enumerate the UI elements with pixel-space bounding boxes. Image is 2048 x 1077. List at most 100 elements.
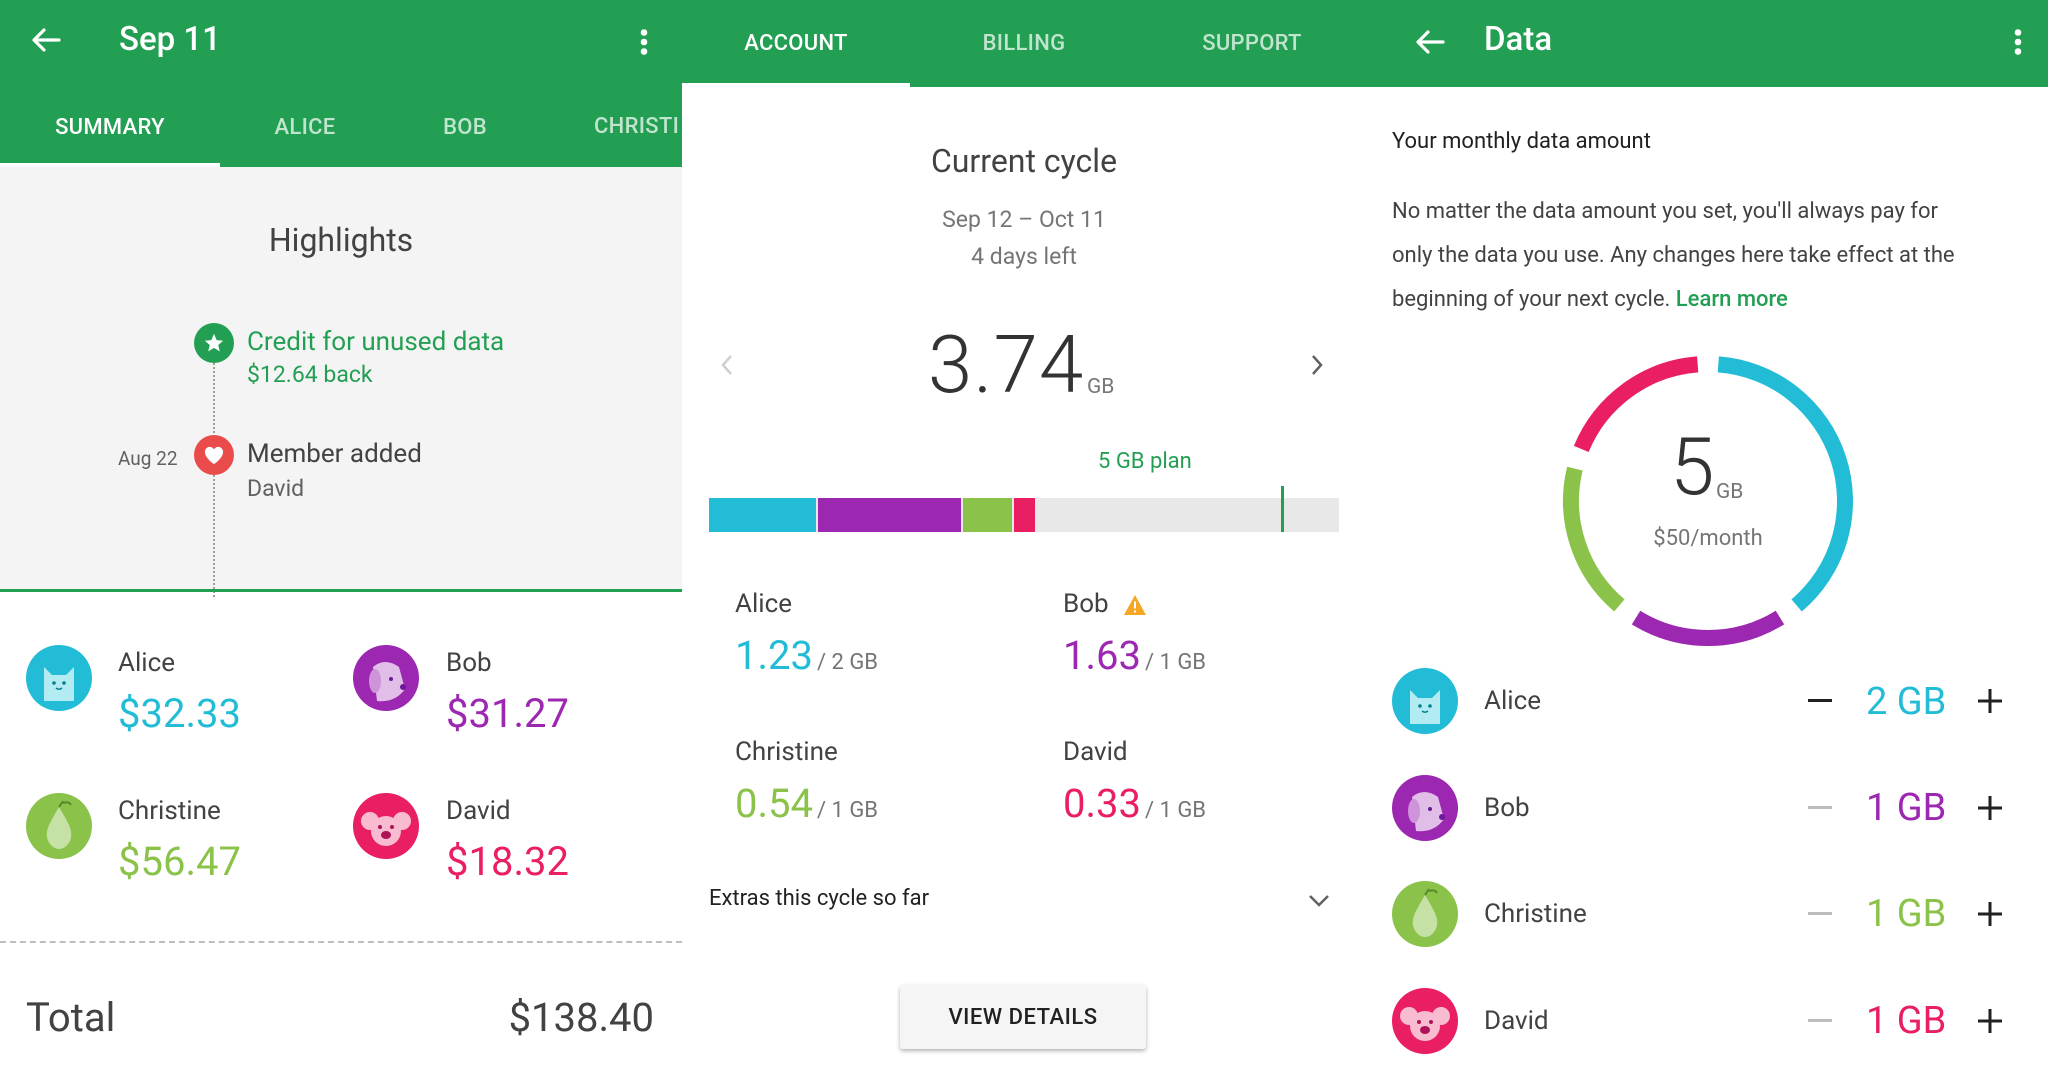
data-donut-chart xyxy=(1563,356,1853,646)
chevron-right-icon[interactable] xyxy=(1302,348,1332,382)
total-value: $138.40 xyxy=(508,994,654,1041)
app-bar: Sep 11 SUMMARY ALICE BOB CHRISTI xyxy=(0,0,682,167)
minus-icon[interactable] xyxy=(1802,683,1838,719)
data-amount: 1 GB xyxy=(1866,786,1947,830)
tab-bob[interactable]: BOB xyxy=(390,87,540,167)
member-name: David xyxy=(446,796,511,826)
usage-unit: GB xyxy=(1087,375,1115,399)
divider xyxy=(0,589,682,592)
back-arrow-icon[interactable] xyxy=(1406,18,1454,66)
back-arrow-icon[interactable] xyxy=(22,16,70,64)
plan-label: 5 GB plan xyxy=(1098,449,1192,474)
usage-limit: / 1 GB xyxy=(816,798,879,823)
description-text: beginning of your next cycle. xyxy=(1392,287,1671,312)
plus-icon[interactable] xyxy=(1972,1003,2008,1039)
description: No matter the data amount you set, you'l… xyxy=(1392,190,2032,322)
highlights-panel: Highlights Credit for unused data $12.64… xyxy=(0,167,682,597)
usage-segment-david xyxy=(1013,498,1035,532)
app-bar: ACCOUNT BILLING SUPPORT xyxy=(682,0,1382,87)
tab-label: CHRISTI xyxy=(594,114,680,139)
usage-limit: / 2 GB xyxy=(816,650,879,675)
member-name: Bob xyxy=(446,648,492,678)
usage-amount: 0.33 xyxy=(1063,780,1141,827)
tab-label: BILLING xyxy=(982,31,1066,56)
tab-christine[interactable]: CHRISTI xyxy=(594,114,679,139)
plan-marker xyxy=(1280,486,1284,532)
chevron-down-icon[interactable] xyxy=(1302,884,1336,918)
cycle-title: Current cycle xyxy=(930,142,1118,180)
tab-label: ALICE xyxy=(274,114,336,140)
plus-icon[interactable] xyxy=(1972,683,2008,719)
tab-account[interactable]: ACCOUNT xyxy=(682,0,910,87)
donut-unit: GB xyxy=(1716,480,1744,504)
star-icon xyxy=(194,323,234,363)
tab-alice[interactable]: ALICE xyxy=(220,87,390,167)
member-name: David xyxy=(1484,1006,1549,1036)
member-name: Christine xyxy=(118,796,221,826)
plus-icon[interactable] xyxy=(1972,790,2008,826)
description-line: only the data you use. Any changes here … xyxy=(1392,243,1955,268)
usage-segment-bob xyxy=(817,498,962,532)
donut-value: 5 xyxy=(1670,420,1715,514)
usage-amount: 1.23 xyxy=(735,632,813,679)
chevron-left-icon[interactable] xyxy=(712,348,742,382)
usage-segment-christine xyxy=(963,498,1012,532)
event-title: Credit for unused data xyxy=(247,327,505,357)
usage-bar xyxy=(709,486,1339,532)
data-screen: Data Your monthly data amount No matter … xyxy=(1382,0,2048,1077)
member-amount: $32.33 xyxy=(118,690,241,737)
donut-segment-alice xyxy=(1717,356,1853,612)
timeline-line xyxy=(213,363,215,597)
pear-avatar[interactable] xyxy=(26,793,92,859)
pear-avatar xyxy=(1392,881,1458,947)
more-vert-icon[interactable] xyxy=(628,20,660,64)
dog-avatar[interactable] xyxy=(353,645,419,711)
description-line: beginning of your next cycle. Learn more xyxy=(1392,278,2032,322)
usage-limit: / 1 GB xyxy=(1144,650,1207,675)
member-name: Bob xyxy=(1063,589,1109,619)
tab-label: SUMMARY xyxy=(55,114,165,140)
view-details-button[interactable]: VIEW DETAILS xyxy=(900,985,1146,1049)
cat-avatar xyxy=(1392,668,1458,734)
heart-icon xyxy=(194,435,234,475)
description-line: No matter the data amount you set, you'l… xyxy=(1392,199,1938,224)
koala-avatar[interactable] xyxy=(353,793,419,859)
event-detail: David xyxy=(247,475,305,502)
app-bar: Data xyxy=(1382,0,2048,87)
days-left: 4 days left xyxy=(971,243,1077,270)
minus-icon[interactable] xyxy=(1802,790,1838,826)
data-amount: 1 GB xyxy=(1866,892,1947,936)
donut-price: $50/month xyxy=(1653,526,1763,551)
minus-icon[interactable] xyxy=(1802,896,1838,932)
extras-label: Extras this cycle so far xyxy=(709,886,930,911)
event-detail: $12.64 back xyxy=(247,361,373,388)
cat-avatar[interactable] xyxy=(26,645,92,711)
member-usage: 0.33 / 1 GB xyxy=(1063,780,1206,827)
extras-row[interactable]: Extras this cycle so far xyxy=(682,872,1382,928)
usage-limit: / 1 GB xyxy=(1144,798,1207,823)
member-amount: $31.27 xyxy=(446,690,569,737)
donut-segment-bob xyxy=(1631,610,1785,646)
member-name: Alice xyxy=(118,648,176,678)
member-usage: 1.63 / 1 GB xyxy=(1063,632,1206,679)
tab-label: BOB xyxy=(443,114,487,140)
donut-segment-christine xyxy=(1563,466,1625,612)
minus-icon[interactable] xyxy=(1802,1003,1838,1039)
tab-billing[interactable]: BILLING xyxy=(910,0,1138,87)
divider xyxy=(0,941,682,943)
more-vert-icon[interactable] xyxy=(2002,20,2034,64)
usage-segment-alice xyxy=(709,498,816,532)
total-label: Total xyxy=(26,994,116,1041)
account-screen: ACCOUNT BILLING SUPPORT Current cycle Se… xyxy=(682,0,1382,1077)
event-date: Aug 22 xyxy=(118,447,178,470)
koala-avatar xyxy=(1392,988,1458,1054)
tab-indicator xyxy=(0,163,220,167)
tab-summary[interactable]: SUMMARY xyxy=(0,87,220,167)
button-label: VIEW DETAILS xyxy=(948,1004,1098,1030)
plus-icon[interactable] xyxy=(1972,896,2008,932)
cycle-dates: Sep 12 – Oct 11 xyxy=(942,206,1106,233)
highlights-heading: Highlights xyxy=(268,221,414,259)
tab-support[interactable]: SUPPORT xyxy=(1138,0,1366,87)
summary-screen: Sep 11 SUMMARY ALICE BOB CHRISTI Highlig… xyxy=(0,0,682,1077)
learn-more-link[interactable]: Learn more xyxy=(1675,287,1788,312)
